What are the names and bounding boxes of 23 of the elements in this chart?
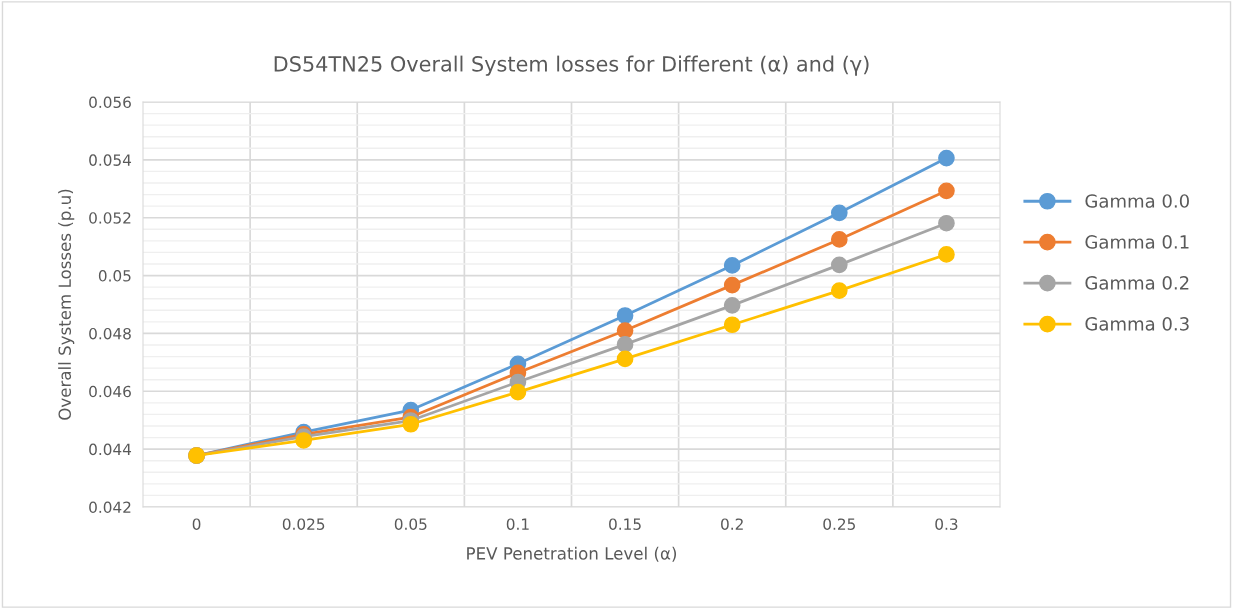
legend-label: Gamma 0.2 <box>1085 276 1189 290</box>
y-tick-label: 0.05 <box>98 270 131 282</box>
legend-label: Gamma 0.3 <box>1085 317 1189 331</box>
y-tick-label: 0.046 <box>89 385 131 398</box>
x-tick-label: 0.2 <box>721 518 743 530</box>
x-tick-label: 0 <box>192 518 201 530</box>
y-axis-title: Overall System Losses (p.u) <box>58 189 75 420</box>
legend-label: Gamma 0.0 <box>1085 194 1189 208</box>
x-tick-label: 0.025 <box>282 518 325 530</box>
y-tick-label: 0.042 <box>89 501 131 514</box>
x-tick-label: 0.05 <box>394 518 427 530</box>
x-axis-title: PEV Penetration Level (α) <box>467 546 677 562</box>
y-tick-label: 0.052 <box>89 212 131 224</box>
y-tick-label: 0.048 <box>89 327 131 340</box>
chart-title: DS54TN25 Overall System losses for Different (α) and (γ) <box>274 55 869 76</box>
x-tick-label: 0.3 <box>935 518 958 530</box>
y-tick-label: 0.044 <box>89 443 132 456</box>
x-tick-label: 0.1 <box>506 518 529 530</box>
y-tick-label: 0.056 <box>89 96 131 109</box>
x-tick-label: 0.25 <box>823 518 855 530</box>
y-tick-label: 0.054 <box>89 154 132 166</box>
legend-label: Gamma 0.1 <box>1085 235 1189 249</box>
x-tick-label: 0.15 <box>609 518 641 530</box>
